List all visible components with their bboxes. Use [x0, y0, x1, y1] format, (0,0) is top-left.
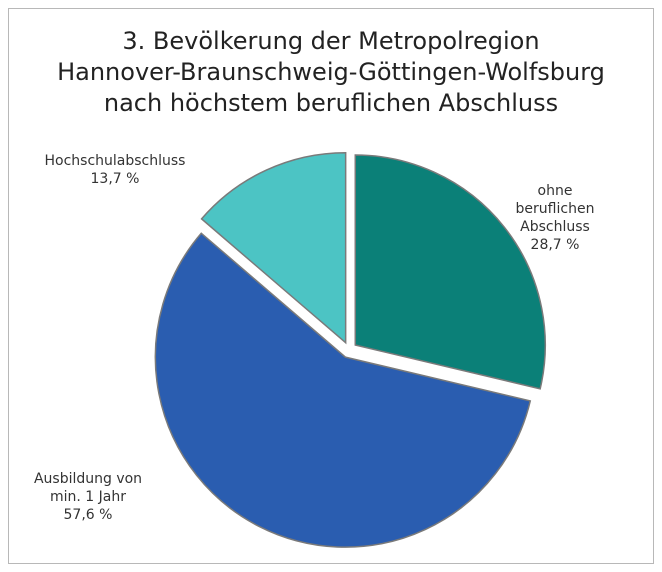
slice-label: Ausbildung von min. 1 Jahr 57,6 %	[34, 470, 142, 524]
chart-frame	[8, 8, 654, 564]
slice-value: 28,7 %	[530, 237, 580, 253]
chart-title: 3. Bevölkerung der Metropolregion Hannov…	[57, 27, 605, 117]
slice-value: 57,6 %	[63, 507, 113, 523]
slice-label: Hochschulabschluss 13,7 %	[45, 152, 186, 188]
pie-slice	[200, 151, 347, 345]
slice-category: ohne beruflichen Abschluss	[515, 183, 595, 235]
slice-category: Hochschulabschluss	[44, 153, 186, 169]
slice-label: ohne beruflichen Abschluss 28,7 %	[502, 182, 609, 254]
slice-value: 13,7 %	[90, 171, 140, 187]
pie-slice	[354, 154, 547, 390]
pie-slice	[154, 232, 532, 548]
slice-category: Ausbildung von min. 1 Jahr	[33, 471, 143, 505]
